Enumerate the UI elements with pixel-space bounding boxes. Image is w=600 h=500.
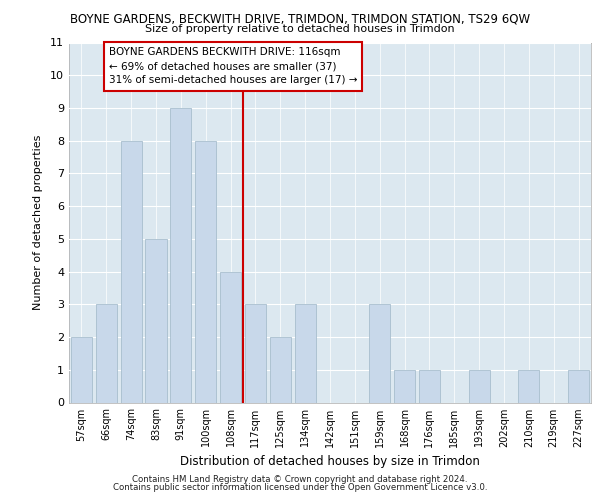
Text: BOYNE GARDENS, BECKWITH DRIVE, TRIMDON, TRIMDON STATION, TS29 6QW: BOYNE GARDENS, BECKWITH DRIVE, TRIMDON, … bbox=[70, 12, 530, 26]
Text: Contains HM Land Registry data © Crown copyright and database right 2024.: Contains HM Land Registry data © Crown c… bbox=[132, 475, 468, 484]
Bar bbox=[96, 304, 117, 402]
Bar bbox=[394, 370, 415, 402]
Bar bbox=[245, 304, 266, 402]
Bar bbox=[419, 370, 440, 402]
Text: BOYNE GARDENS BECKWITH DRIVE: 116sqm
← 69% of detached houses are smaller (37)
3: BOYNE GARDENS BECKWITH DRIVE: 116sqm ← 6… bbox=[109, 48, 357, 86]
Bar bbox=[71, 337, 92, 402]
Text: Size of property relative to detached houses in Trimdon: Size of property relative to detached ho… bbox=[145, 24, 455, 34]
Bar bbox=[369, 304, 390, 402]
Bar bbox=[170, 108, 191, 403]
X-axis label: Distribution of detached houses by size in Trimdon: Distribution of detached houses by size … bbox=[180, 455, 480, 468]
Bar bbox=[568, 370, 589, 402]
Bar bbox=[220, 272, 241, 402]
Bar bbox=[518, 370, 539, 402]
Text: Contains public sector information licensed under the Open Government Licence v3: Contains public sector information licen… bbox=[113, 483, 487, 492]
Bar bbox=[469, 370, 490, 402]
Bar bbox=[121, 140, 142, 402]
Bar bbox=[195, 140, 216, 402]
Bar bbox=[145, 239, 167, 402]
Bar bbox=[295, 304, 316, 402]
Bar bbox=[270, 337, 291, 402]
Y-axis label: Number of detached properties: Number of detached properties bbox=[33, 135, 43, 310]
